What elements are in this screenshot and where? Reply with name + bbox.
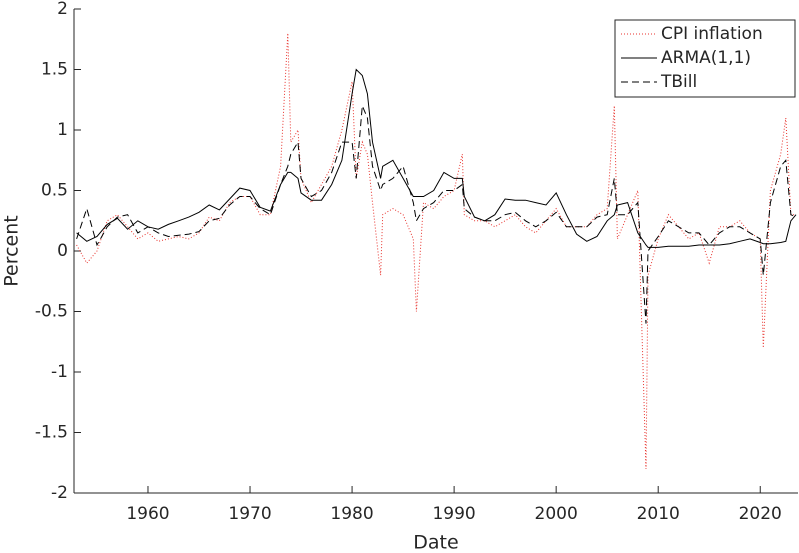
y-tick-label: 1 xyxy=(57,120,68,140)
y-tick-label: -1.5 xyxy=(35,423,68,443)
x-tick-label: 2020 xyxy=(739,504,782,524)
line-series xyxy=(76,68,797,248)
legend-label: TBill xyxy=(660,72,697,92)
y-tick-label: -1 xyxy=(51,362,68,382)
x-axis-label: Date xyxy=(413,532,458,553)
line-series xyxy=(76,105,797,324)
y-tick-label: -2 xyxy=(51,483,68,503)
y-tick-label: 0.5 xyxy=(41,181,68,201)
legend: CPI inflation ARMA(1,1) TBill xyxy=(614,19,796,98)
y-axis-label: Percent xyxy=(1,215,23,287)
y-tick-label: 1.5 xyxy=(41,60,68,80)
x-tick-label: 1990 xyxy=(432,504,475,524)
x-tick-label: 2000 xyxy=(535,504,578,524)
legend-label: CPI inflation xyxy=(661,24,763,44)
legend-label: ARMA(1,1) xyxy=(661,48,751,68)
line-series xyxy=(76,33,796,469)
y-tick-label: -0.5 xyxy=(35,302,68,322)
x-tick-label: 1970 xyxy=(228,504,271,524)
x-tick-label: 1960 xyxy=(126,504,169,524)
y-tick-label: 2 xyxy=(57,0,68,19)
x-tick-label: 2010 xyxy=(637,504,680,524)
x-tick-label: 1980 xyxy=(330,504,373,524)
y-tick-label: 0 xyxy=(57,241,68,261)
